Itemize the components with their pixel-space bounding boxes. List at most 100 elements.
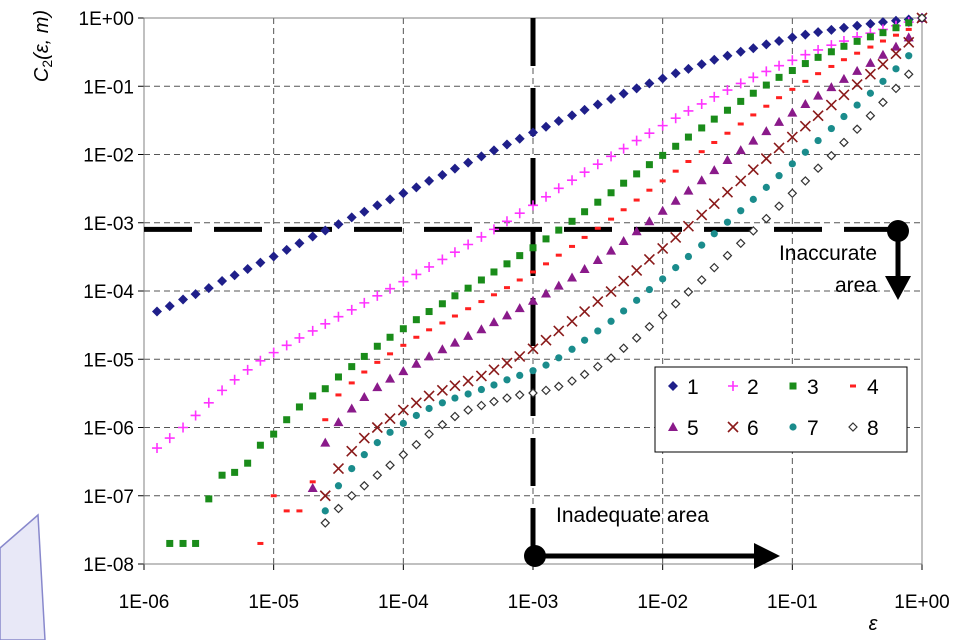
data-point-series-7	[892, 65, 900, 73]
data-point-series-3	[438, 300, 446, 308]
series-4	[257, 16, 925, 545]
data-point-series-5	[463, 330, 474, 340]
data-point-series-2	[242, 364, 253, 375]
data-point-series-4	[633, 198, 640, 202]
x-tick-label: 1E-04	[378, 592, 429, 613]
data-point-series-5	[657, 205, 668, 215]
data-point-series-1	[424, 175, 435, 186]
data-point-series-5	[696, 175, 707, 185]
data-point-series-6	[851, 78, 863, 91]
data-point-series-8	[891, 83, 901, 94]
legend-box	[654, 366, 908, 453]
background-slide-shape	[0, 513, 46, 640]
data-point-series-6	[514, 350, 526, 362]
data-point-series-5	[424, 351, 435, 361]
data-point-series-7	[620, 307, 628, 315]
legend-label-4: 4	[867, 376, 879, 399]
data-point-series-8	[320, 518, 331, 528]
data-point-series-6	[708, 198, 720, 210]
data-point-series-7	[503, 376, 511, 384]
data-point-series-3	[477, 276, 485, 284]
data-point-series-3	[205, 495, 213, 503]
data-point-series-4	[309, 480, 316, 484]
data-point-series-7	[438, 399, 446, 407]
data-point-series-3	[775, 73, 783, 81]
data-point-series-4	[750, 113, 757, 117]
data-point-series-7	[334, 482, 343, 490]
data-point-series-2	[190, 410, 201, 421]
y-tick-label: 1E-08	[83, 555, 134, 576]
data-point-series-1	[761, 39, 772, 50]
data-point-series-7	[348, 464, 356, 473]
data-point-series-4	[867, 45, 874, 49]
legend-marker-1	[668, 381, 678, 391]
data-point-series-3	[244, 459, 252, 467]
data-point-series-8	[787, 188, 798, 199]
data-point-series-6	[799, 120, 811, 132]
data-point-series-8	[618, 343, 629, 354]
data-point-series-8	[489, 396, 499, 407]
data-point-series-8	[813, 163, 823, 174]
data-point-series-4	[581, 235, 588, 239]
data-point-series-1	[800, 29, 811, 40]
data-point-series-2	[722, 85, 733, 96]
data-point-series-3	[360, 352, 368, 360]
legend-label-2: 2	[747, 376, 759, 399]
data-point-series-3	[451, 292, 459, 300]
data-point-series-8	[903, 69, 914, 80]
data-point-series-1	[385, 194, 396, 205]
data-point-series-2	[528, 200, 538, 211]
data-point-series-6	[747, 164, 759, 176]
data-point-series-6	[682, 220, 694, 232]
y-tick-label: 1E-06	[83, 419, 134, 440]
data-point-series-7	[775, 172, 783, 180]
data-point-series-7	[425, 404, 433, 413]
inadequate-arrow-head	[754, 543, 780, 569]
data-point-series-6	[670, 231, 682, 243]
x-tick-label: 1E-06	[119, 592, 170, 613]
data-point-series-7	[762, 183, 770, 191]
series-6	[319, 12, 928, 502]
data-point-series-8	[333, 503, 344, 514]
data-point-series-6	[579, 305, 591, 318]
series-7	[321, 14, 926, 515]
data-point-series-7	[464, 390, 472, 398]
data-point-series-4	[296, 509, 303, 513]
data-point-series-4	[400, 343, 407, 347]
data-point-series-2	[424, 261, 435, 272]
data-point-series-5	[567, 272, 578, 282]
data-point-series-2	[398, 276, 409, 287]
data-point-series-4	[802, 79, 809, 83]
data-point-series-8	[514, 390, 525, 400]
data-point-series-5	[411, 358, 422, 368]
data-point-series-4	[569, 244, 576, 248]
data-point-series-3	[309, 392, 317, 400]
data-point-series-6	[592, 296, 604, 308]
data-point-series-5	[320, 437, 331, 447]
data-point-series-6	[346, 445, 358, 457]
data-point-series-4	[711, 140, 718, 144]
data-point-series-1	[553, 115, 564, 126]
data-point-series-7	[516, 371, 524, 379]
series-3	[166, 14, 926, 547]
reference-lines	[144, 18, 898, 556]
data-point-series-4	[451, 314, 458, 318]
data-point-series-2	[761, 66, 772, 77]
data-point-series-8	[683, 287, 694, 297]
inadequate-label: Inadequate area	[556, 504, 709, 527]
data-point-series-6	[384, 413, 396, 425]
data-point-series-1	[476, 151, 487, 162]
data-point-series-6	[527, 343, 539, 355]
data-point-series-2	[709, 91, 720, 102]
data-point-series-4	[828, 64, 835, 68]
data-point-series-5	[670, 195, 681, 205]
data-point-series-1	[359, 206, 370, 217]
data-point-series-8	[670, 298, 681, 309]
data-point-series-2	[579, 167, 590, 178]
data-point-series-4	[516, 278, 523, 282]
data-point-series-2	[748, 72, 759, 83]
data-point-series-2	[255, 355, 266, 366]
data-point-series-4	[608, 217, 615, 221]
data-point-series-6	[475, 370, 487, 382]
data-point-series-4	[840, 58, 847, 62]
